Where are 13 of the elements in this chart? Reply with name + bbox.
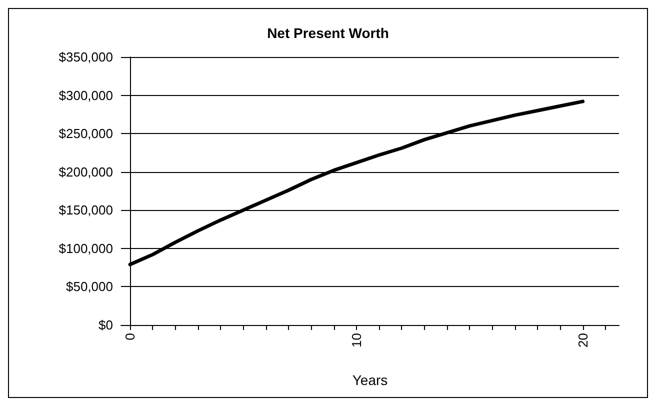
x-tick-label: 0 (122, 333, 138, 340)
y-tick-label: $100,000 (58, 240, 113, 256)
y-tick-label: $250,000 (58, 126, 113, 142)
y-tick-label: $350,000 (58, 50, 113, 64)
x-tick-label: 10 (348, 333, 364, 348)
y-tick-label: $150,000 (58, 202, 113, 218)
y-tick-label: $200,000 (58, 164, 113, 180)
x-tick-label: 20 (575, 333, 590, 348)
y-tick-label: $0 (98, 318, 113, 332)
chart-title: Net Present Worth (267, 25, 389, 41)
x-axis-title: Years (352, 372, 388, 388)
y-tick-label: $300,000 (58, 88, 113, 103)
y-tick-label: $50,000 (66, 279, 113, 294)
